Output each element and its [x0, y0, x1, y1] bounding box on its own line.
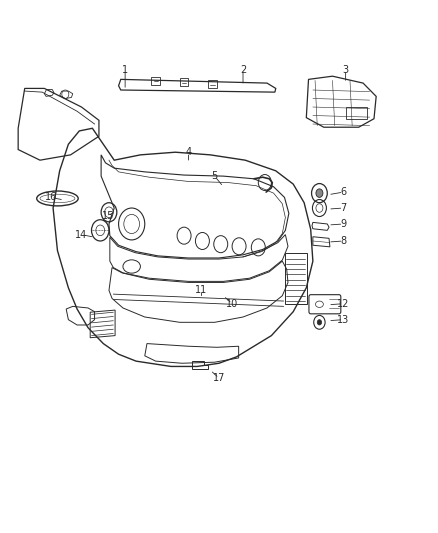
Text: 6: 6	[340, 187, 346, 197]
Text: 11: 11	[195, 286, 208, 295]
Circle shape	[316, 189, 323, 197]
Text: 17: 17	[213, 373, 225, 383]
Text: 3: 3	[343, 65, 349, 75]
Text: 4: 4	[185, 147, 191, 157]
Text: 8: 8	[340, 236, 346, 246]
Text: 10: 10	[226, 298, 238, 309]
Text: 14: 14	[75, 230, 88, 240]
Text: 12: 12	[337, 298, 350, 309]
Circle shape	[317, 320, 321, 325]
Text: 5: 5	[212, 171, 218, 181]
Text: 9: 9	[340, 219, 346, 229]
Text: 13: 13	[337, 314, 350, 325]
Text: 15: 15	[102, 211, 114, 221]
Text: 1: 1	[122, 65, 128, 75]
Text: 16: 16	[45, 192, 57, 203]
Text: 2: 2	[240, 65, 246, 75]
Text: 7: 7	[340, 203, 346, 213]
